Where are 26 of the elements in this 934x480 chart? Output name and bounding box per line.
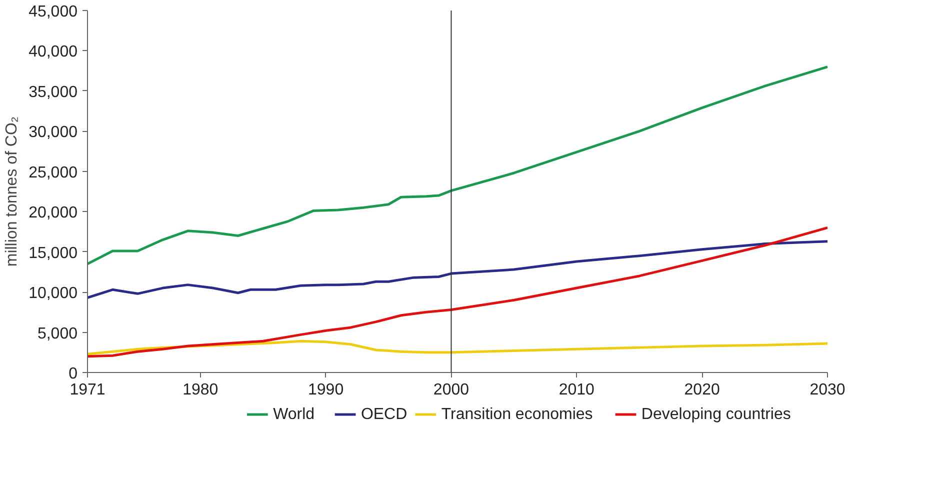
x-tick-label: 2010 xyxy=(558,382,595,398)
y-tick-label: 25,000 xyxy=(28,164,78,182)
x-tick-label: 1990 xyxy=(308,382,344,398)
line-series xyxy=(88,226,828,358)
y-tick-label: 40,000 xyxy=(28,44,78,61)
x-tick-label: 2020 xyxy=(684,382,720,398)
legend-label: Transition economies xyxy=(441,406,593,423)
x-tick-label: 1971 xyxy=(70,382,106,398)
y-tick-label: 0 xyxy=(68,366,78,382)
y-tick-label: 10,000 xyxy=(28,285,78,302)
x-tick-label: 2000 xyxy=(433,382,470,398)
y-tick-label: 30,000 xyxy=(28,124,78,142)
y-tick-label: 20,000 xyxy=(28,204,78,222)
legend-label: World xyxy=(273,406,315,423)
x-tick-label: 1980 xyxy=(182,382,218,398)
line-series xyxy=(88,340,828,356)
y-tick-label: 35,000 xyxy=(28,84,78,101)
line-series xyxy=(88,240,828,299)
legend-label: Developing countries xyxy=(641,406,791,423)
legend-label: OECD xyxy=(360,406,408,423)
y-tick-label: 45,000 xyxy=(28,4,78,20)
y-tick-label: 15,000 xyxy=(28,244,78,262)
y-axis-title: million tonnes of CO₂ xyxy=(4,116,21,267)
x-tick-label: 2030 xyxy=(810,382,846,398)
y-tick-label: 5,000 xyxy=(37,325,78,342)
line-series xyxy=(88,66,828,266)
